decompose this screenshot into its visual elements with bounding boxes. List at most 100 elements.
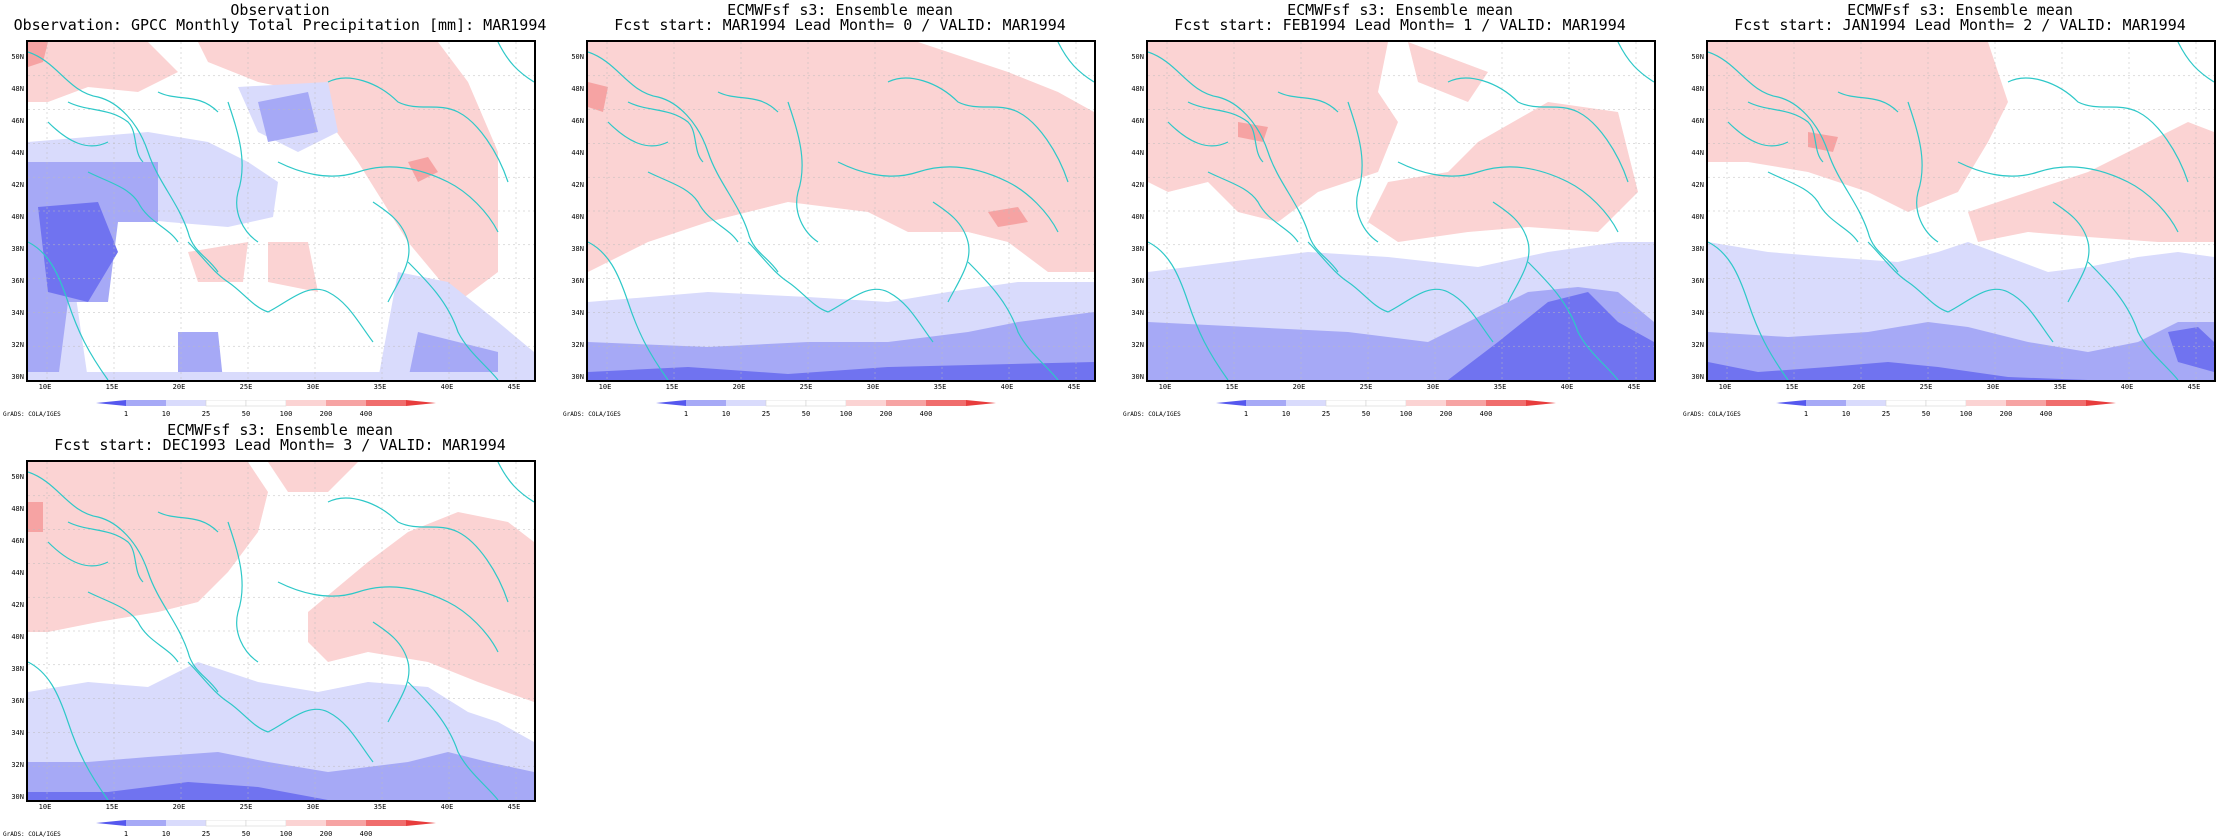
map-area — [26, 40, 536, 382]
colorbar-label: 1 — [684, 410, 688, 418]
lat-label: 38N — [1131, 245, 1144, 253]
lon-label: 35E — [373, 383, 387, 391]
lat-label: 30N — [1691, 373, 1704, 381]
lon-label: 20E — [172, 383, 186, 391]
grads-credit: GrADS: COLA/IGES — [3, 831, 61, 838]
lat-label: 40N — [11, 213, 24, 221]
graticule — [1148, 42, 1654, 380]
lon-label: 40E — [2120, 383, 2134, 391]
map-panel-lead-3: ECMWFsf s3: Ensemble mean Fcst start: DE… — [0, 420, 560, 840]
map-panel-observation: Observation Observation: GPCC Monthly To… — [0, 0, 560, 420]
colorbar-label: 50 — [1922, 410, 1930, 418]
lat-label: 40N — [11, 633, 24, 641]
colorbar-label: 400 — [1480, 410, 1493, 418]
lat-label: 44N — [1691, 149, 1704, 157]
lat-label: 32N — [571, 341, 584, 349]
lon-label: 15E — [105, 803, 119, 811]
lon-label: 40E — [1560, 383, 1574, 391]
colorbar: 1 10 25 50 100 200 400 — [1776, 400, 2116, 418]
lon-label: 10E — [1718, 383, 1732, 391]
lon-label: 15E — [1785, 383, 1799, 391]
lon-label: 35E — [2053, 383, 2067, 391]
colorbar-label: 200 — [2000, 410, 2013, 418]
lat-label: 42N — [1131, 181, 1144, 189]
panel-title-line1: ECMWFsf s3: Ensemble mean — [727, 1, 953, 19]
panel-title-line1: ECMWFsf s3: Ensemble mean — [1287, 1, 1513, 19]
lat-label: 34N — [1131, 309, 1144, 317]
lat-label: 38N — [1691, 245, 1704, 253]
lat-label: 36N — [571, 277, 584, 285]
panel-title-line2: Fcst start: FEB1994 Lead Month= 1 / VALI… — [1174, 16, 1626, 34]
colorbar-label: 25 — [1322, 410, 1330, 418]
lon-label: 20E — [732, 383, 746, 391]
lon-label: 15E — [105, 383, 119, 391]
panel-title-line1: ECMWFsf s3: Ensemble mean — [167, 421, 393, 439]
colorbar-label: 10 — [162, 830, 170, 838]
lon-label: 45E — [2187, 383, 2201, 391]
lon-label: 45E — [507, 803, 521, 811]
colorbar-label: 100 — [1400, 410, 1413, 418]
lat-label: 30N — [11, 373, 24, 381]
colorbar-label: 25 — [762, 410, 770, 418]
lon-label: 45E — [1067, 383, 1081, 391]
lat-label: 38N — [11, 665, 24, 673]
colorbar: 1 10 25 50 100 200 400 — [1216, 400, 1556, 418]
lat-label: 30N — [571, 373, 584, 381]
lat-label: 48N — [1131, 85, 1144, 93]
coastlines — [28, 462, 534, 800]
lat-label: 46N — [11, 117, 24, 125]
map-panel-lead-1: ECMWFsf s3: Ensemble mean Fcst start: FE… — [1120, 0, 1680, 420]
precip-shading — [1708, 42, 2214, 380]
lat-label: 44N — [11, 569, 24, 577]
colorbar-label: 50 — [242, 410, 250, 418]
lat-label: 46N — [1131, 117, 1144, 125]
lat-label: 44N — [571, 149, 584, 157]
grads-credit: GrADS: COLA/IGES — [563, 411, 621, 418]
lon-label: 40E — [1000, 383, 1014, 391]
colorbar-label: 200 — [320, 410, 333, 418]
colorbar-label: 100 — [1960, 410, 1973, 418]
grads-credit: GrADS: COLA/IGES — [1123, 411, 1181, 418]
lon-label: 45E — [507, 383, 521, 391]
map-area — [1146, 40, 1656, 382]
coastlines — [28, 42, 534, 380]
lon-label: 30E — [866, 383, 880, 391]
lat-label: 30N — [11, 793, 24, 801]
panel-title-line2: Fcst start: DEC1993 Lead Month= 3 / VALI… — [54, 436, 506, 454]
lon-label: 40E — [440, 383, 454, 391]
lon-label: 25E — [239, 803, 253, 811]
lat-label: 46N — [1691, 117, 1704, 125]
lon-label: 20E — [172, 803, 186, 811]
lat-label: 32N — [11, 341, 24, 349]
lat-label: 50N — [11, 53, 24, 61]
colorbar-label: 400 — [920, 410, 933, 418]
lon-label: 30E — [306, 803, 320, 811]
colorbar: 1 10 25 50 100 200 400 — [656, 400, 996, 418]
lat-label: 36N — [11, 697, 24, 705]
colorbar: 1 10 25 50 100 200 400 — [96, 400, 436, 418]
lat-label: 42N — [571, 181, 584, 189]
map-area — [1706, 40, 2216, 382]
colorbar-label: 400 — [360, 830, 373, 838]
lon-label: 10E — [598, 383, 612, 391]
lat-label: 44N — [1131, 149, 1144, 157]
colorbar-label: 1 — [124, 830, 128, 838]
colorbar-label: 100 — [840, 410, 853, 418]
colorbar-label: 10 — [162, 410, 170, 418]
lon-label: 35E — [1493, 383, 1507, 391]
lat-label: 36N — [11, 277, 24, 285]
lat-label: 42N — [1691, 181, 1704, 189]
lat-label: 32N — [1691, 341, 1704, 349]
lon-label: 30E — [1426, 383, 1440, 391]
colorbar-label: 100 — [280, 410, 293, 418]
precip-shading — [588, 42, 1094, 380]
colorbar: 1 10 25 50 100 200 400 — [96, 820, 436, 838]
colorbar-label: 200 — [320, 830, 333, 838]
lon-label: 20E — [1852, 383, 1866, 391]
colorbar-label: 100 — [280, 830, 293, 838]
panel-title-line2: Fcst start: MAR1994 Lead Month= 0 / VALI… — [614, 16, 1066, 34]
colorbar-label: 10 — [1842, 410, 1850, 418]
map-area — [26, 460, 536, 802]
lat-label: 34N — [11, 309, 24, 317]
panel-title-line1: Observation — [230, 1, 330, 19]
